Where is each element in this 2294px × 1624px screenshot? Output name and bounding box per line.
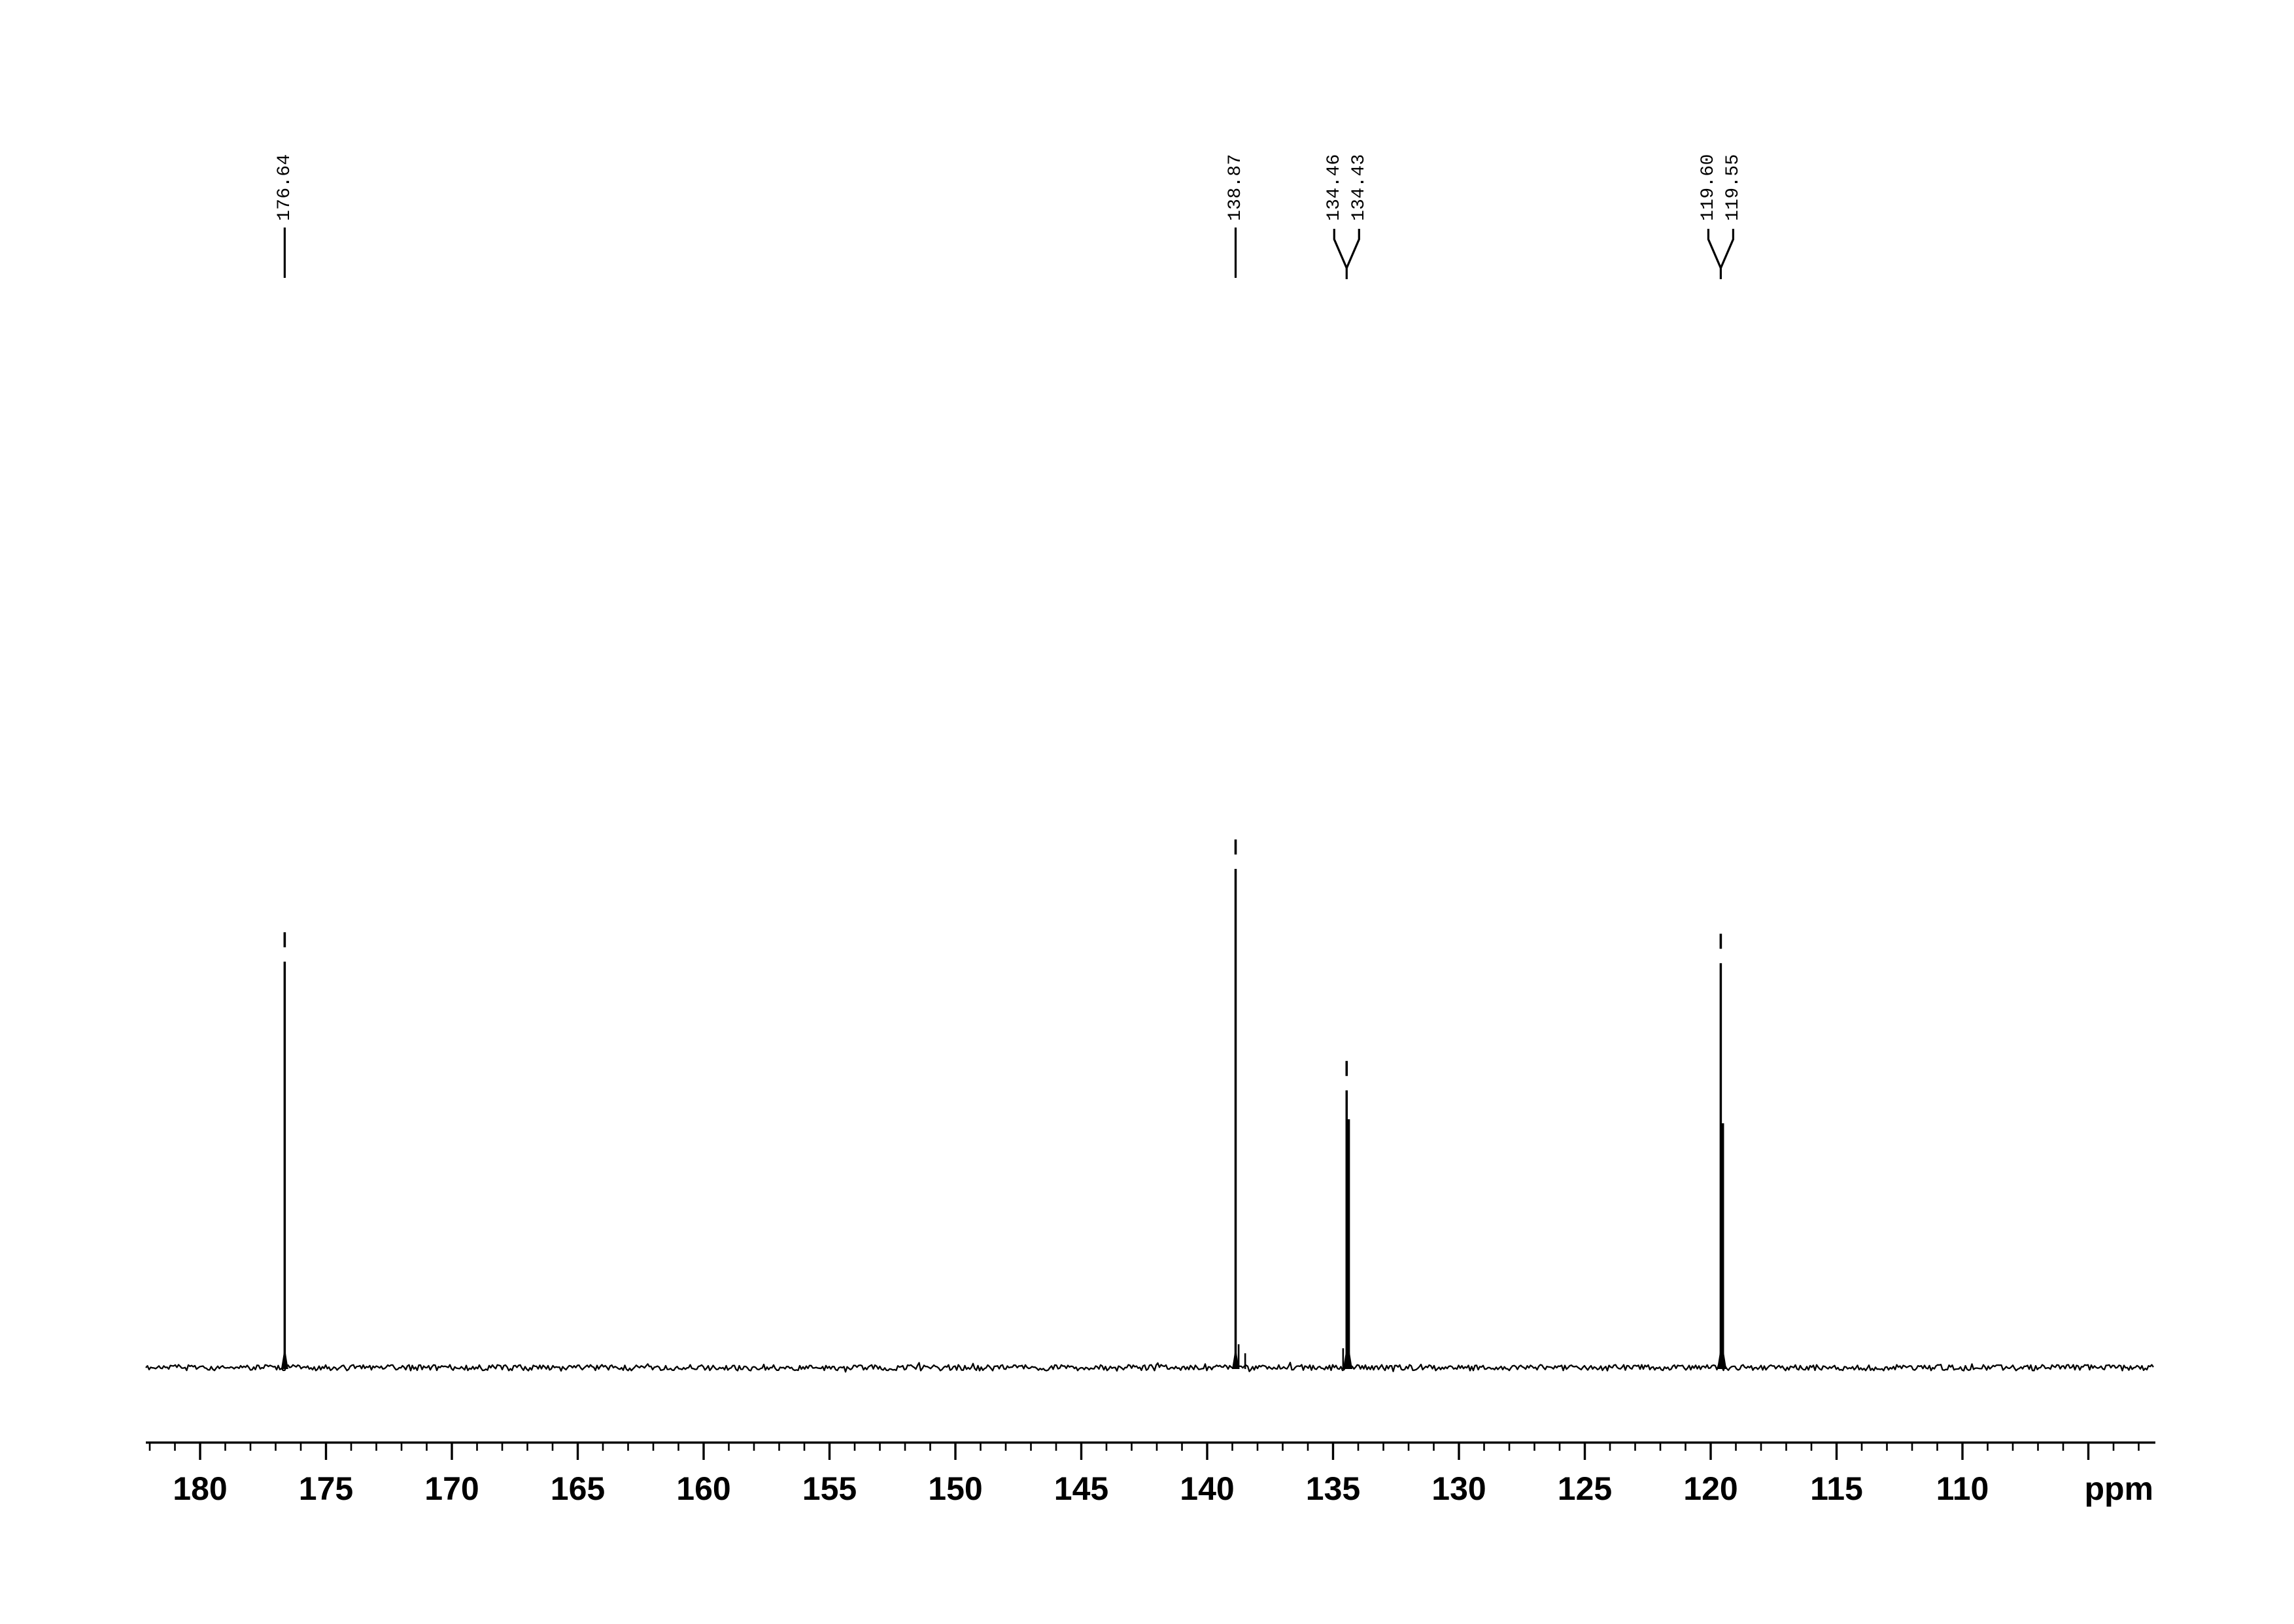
x-axis-tick-label: 160 bbox=[676, 1470, 730, 1507]
peak-label: 119.60 bbox=[1698, 154, 1719, 221]
peak-pick-marker-layer bbox=[283, 839, 1722, 1076]
peak-label: 176.64 bbox=[275, 154, 295, 221]
x-axis-unit-label: ppm bbox=[2084, 1470, 2153, 1507]
x-axis-tick-label: 130 bbox=[1431, 1470, 1486, 1507]
x-axis-tick-label: 180 bbox=[173, 1470, 227, 1507]
peak-label: 134.43 bbox=[1349, 154, 1369, 221]
peak-label: 119.55 bbox=[1723, 154, 1743, 221]
x-axis-tick-label: 120 bbox=[1683, 1470, 1738, 1507]
spectrum-trace-layer bbox=[145, 1361, 2154, 1373]
x-axis-tick-label: 110 bbox=[1936, 1470, 1989, 1507]
x-axis-tick-label: 140 bbox=[1180, 1470, 1234, 1507]
peak-label-fork-connector bbox=[1707, 229, 1722, 269]
peak-label-fork-connector bbox=[1345, 229, 1360, 269]
peak-label-fork-connector bbox=[1333, 229, 1348, 269]
x-axis-tick-label: 135 bbox=[1306, 1470, 1360, 1507]
x-axis-tick-label: 125 bbox=[1558, 1470, 1612, 1507]
peak-label: 138.87 bbox=[1225, 154, 1246, 221]
x-axis-tick-label: 145 bbox=[1054, 1470, 1108, 1507]
peak-label-fork-connector bbox=[1719, 229, 1734, 269]
x-axis-tick-label: 115 bbox=[1810, 1470, 1863, 1507]
baseline-noise-trace bbox=[145, 1361, 2154, 1373]
x-axis-tick-label: 165 bbox=[551, 1470, 605, 1507]
peak-layer bbox=[281, 869, 1727, 1369]
x-axis-tick-label: 170 bbox=[424, 1470, 479, 1507]
x-axis: 180 175 170 165 160 155 150 145 140 135 130 125 120 1… bbox=[146, 1441, 2155, 1507]
peak-label: 134.46 bbox=[1324, 154, 1344, 221]
peak-annotation-layer: 176.64 138.87 134.46 134.43 119.60 119.55 bbox=[275, 154, 1743, 279]
x-axis-tick-label: 150 bbox=[928, 1470, 982, 1507]
x-axis-tick-label: 175 bbox=[299, 1470, 353, 1507]
x-axis-tick-label: 155 bbox=[802, 1470, 857, 1507]
